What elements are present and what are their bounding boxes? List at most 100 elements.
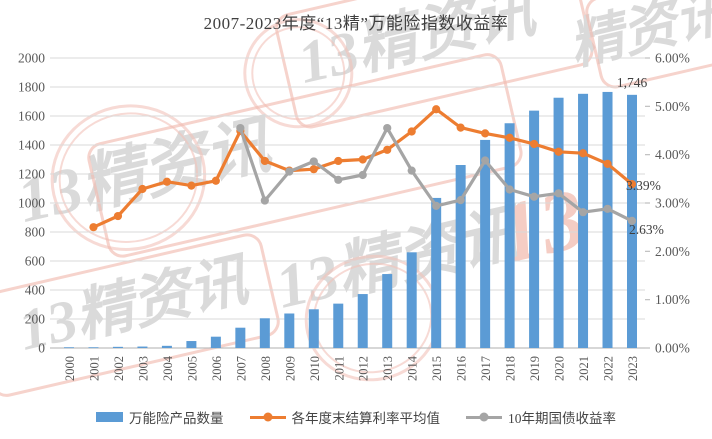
svg-text:2006: 2006	[210, 356, 224, 381]
settlement-rate-line	[89, 105, 637, 232]
treasury-yield-line-point-2017	[481, 156, 490, 165]
treasury-yield-line-point-2009	[285, 167, 294, 176]
treasury-yield-line-point-2011	[334, 175, 343, 184]
settlement-rate-line-point-2008	[260, 156, 269, 166]
treasury-yield-line-point-2007	[236, 123, 245, 133]
svg-text:2011: 2011	[332, 356, 346, 381]
svg-text:2017: 2017	[479, 356, 493, 381]
line-dot-swatch-icon	[249, 412, 286, 422]
settlement-rate-line-point-2004	[162, 177, 172, 186]
settlement-rate-line-point-2014	[407, 127, 416, 136]
bar-2020	[553, 97, 564, 348]
svg-text:2009: 2009	[283, 356, 297, 381]
settlement-rate-line-point-2016	[456, 123, 465, 132]
treasury-yield-line-point-2016	[456, 196, 465, 205]
svg-text:2014: 2014	[406, 355, 420, 381]
right-axis-ticks	[645, 57, 650, 349]
svg-text:2019: 2019	[528, 356, 542, 381]
svg-text:2022: 2022	[602, 356, 616, 381]
svg-text:3.39%: 3.39%	[626, 178, 661, 193]
settlement-rate-line-point-2012	[358, 155, 367, 164]
legend-label: 各年度末结算利率平均值	[291, 411, 441, 426]
bar-2015	[431, 197, 442, 348]
treasury-yield-line-point-2022	[603, 204, 612, 213]
treasury-yield-line-point-2013	[383, 123, 392, 133]
settlement-rate-line-point-2020	[554, 147, 563, 156]
svg-text:2001: 2001	[87, 356, 101, 381]
bar-2018	[504, 123, 515, 348]
svg-text:1400: 1400	[18, 138, 45, 153]
treasury-yield-line-point-2014	[407, 166, 416, 175]
svg-text:2010: 2010	[308, 356, 322, 381]
bar-2022	[602, 91, 613, 349]
legend-item-settlement-rate: 各年度末结算利率平均值	[249, 407, 441, 427]
settlement-rate-line-point-2011	[334, 156, 343, 166]
treasury-yield-line-point-2021	[578, 208, 588, 217]
bar-2014	[406, 252, 417, 348]
svg-text:400: 400	[25, 283, 46, 298]
settlement-rate-line-point-2019	[529, 139, 539, 149]
svg-text:2015: 2015	[430, 356, 444, 381]
svg-text:2002: 2002	[112, 356, 126, 381]
bar-2003	[137, 346, 148, 348]
treasury-yield-line-point-2012	[358, 170, 367, 180]
bar-2002	[112, 346, 123, 348]
svg-text:2000: 2000	[18, 51, 45, 66]
bar-2008	[259, 318, 270, 348]
bar-2013	[382, 274, 393, 348]
svg-text:3.00%: 3.00%	[655, 196, 690, 211]
svg-text:1800: 1800	[18, 80, 45, 95]
svg-text:2.00%: 2.00%	[655, 244, 690, 259]
settlement-rate-line-point-2005	[187, 181, 196, 190]
settlement-rate-line-point-2006	[211, 176, 220, 185]
gridlines	[50, 57, 645, 320]
bar-2007	[235, 327, 246, 348]
settlement-rate-line-point-2003	[138, 184, 147, 194]
treasury-yield-line-point-2019	[529, 192, 539, 201]
bar-2009	[284, 313, 295, 348]
settlement-rate-line-point-2023	[627, 180, 637, 189]
treasury-yield-line-point-2023	[627, 216, 637, 225]
svg-text:600: 600	[25, 254, 46, 269]
svg-text:1,746: 1,746	[617, 75, 648, 90]
bar-2005	[186, 341, 197, 348]
chart-legend: 万能险产品数量 各年度末结算利率平均值 10年期国债收益率	[0, 407, 712, 427]
legend-item-treasury-yield: 10年期国债收益率	[466, 407, 616, 427]
bar-2011	[333, 303, 344, 348]
treasury-yield-line-point-2008	[260, 196, 269, 205]
legend-label: 万能险产品数量	[129, 411, 224, 426]
bar-2001	[88, 347, 99, 349]
bar-2017	[480, 139, 491, 348]
bar-2004	[161, 345, 172, 348]
svg-text:200: 200	[25, 312, 46, 327]
line-dot-swatch-icon	[466, 412, 502, 422]
svg-text:2004: 2004	[161, 355, 175, 381]
right-axis-labels: 0.00% 1.00% 2.00% 3.00% 4.00% 5.00% 6.00%	[655, 51, 690, 356]
bar-2021	[578, 93, 589, 348]
svg-text:1200: 1200	[18, 167, 45, 182]
svg-text:4.00%: 4.00%	[655, 147, 690, 162]
settlement-rate-line-point-2010	[309, 165, 318, 174]
svg-text:2.63%: 2.63%	[629, 222, 664, 237]
bar-2016	[455, 165, 466, 348]
svg-text:6.00%: 6.00%	[655, 51, 690, 66]
svg-text:1600: 1600	[18, 109, 45, 124]
settlement-rate-line-point-2015	[432, 105, 441, 114]
svg-text:2021: 2021	[577, 356, 591, 381]
treasury-yield-line-point-2018	[505, 185, 514, 194]
svg-text:2008: 2008	[259, 356, 273, 381]
bar-series-products	[64, 91, 637, 349]
bar-2012	[357, 294, 368, 348]
settlement-rate-line-point-2022	[603, 159, 612, 168]
svg-text:2007: 2007	[234, 356, 248, 381]
treasury-yield-line-point-2010	[309, 157, 318, 166]
bar-2019	[529, 110, 540, 348]
left-axis-labels: 0 200 400 600 800 1000 1200 1400 1600 1800 2000	[18, 51, 45, 356]
svg-text:2016: 2016	[455, 356, 469, 381]
svg-text:2013: 2013	[381, 356, 395, 381]
treasury-yield-line-point-2015	[432, 201, 441, 210]
svg-text:0.00%: 0.00%	[655, 341, 690, 356]
chart-title: 2007-2023年度“13精”万能险指数收益率	[203, 14, 509, 33]
